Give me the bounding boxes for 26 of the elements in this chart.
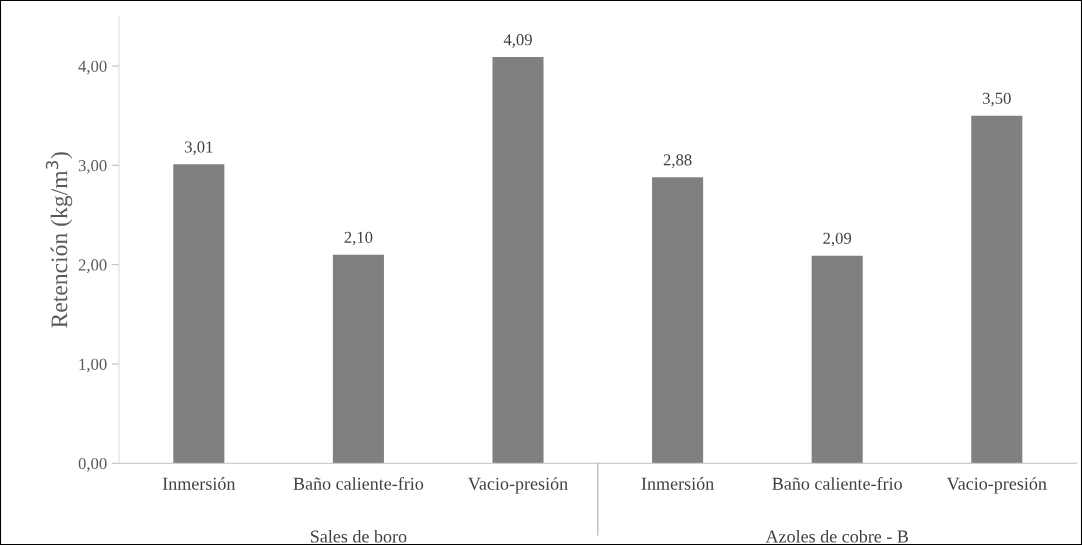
bar (173, 164, 225, 464)
x-tick-label: Inmersión (641, 477, 714, 490)
bar (811, 255, 863, 464)
bar (652, 177, 704, 464)
y-tick-label: 2,00 (78, 259, 107, 273)
y-tick-label: 3,00 (78, 160, 107, 174)
x-tick-label: Baño caliente-frio (293, 476, 424, 490)
text: Azoles de cobre - B (765, 529, 909, 543)
data-label: 2,88 (663, 154, 692, 168)
data-label: 3,50 (983, 92, 1011, 107)
y-tick-label: 1,00 (79, 358, 107, 373)
x-tick-label: Vacio-presión (946, 477, 1047, 494)
data-label: 3,01 (185, 141, 213, 155)
text: Sales de boro (310, 529, 407, 543)
x-tick-label: Inmersión (162, 477, 236, 490)
data-label: 2,09 (823, 232, 852, 247)
y-axis-title: Retención (kg/m$^{3}$) (45, 152, 73, 328)
data-label: 4,09 (503, 34, 532, 48)
y-tick-label: 0,00 (78, 457, 107, 472)
bar (492, 57, 544, 464)
x-tick-label: Vacio-presión (468, 477, 568, 494)
y-tick-label: 4,00 (78, 60, 107, 75)
data-label: 2,10 (344, 231, 373, 246)
x-tick-label: Baño caliente-frio (772, 476, 902, 490)
bar (971, 115, 1023, 464)
bar (332, 254, 384, 464)
